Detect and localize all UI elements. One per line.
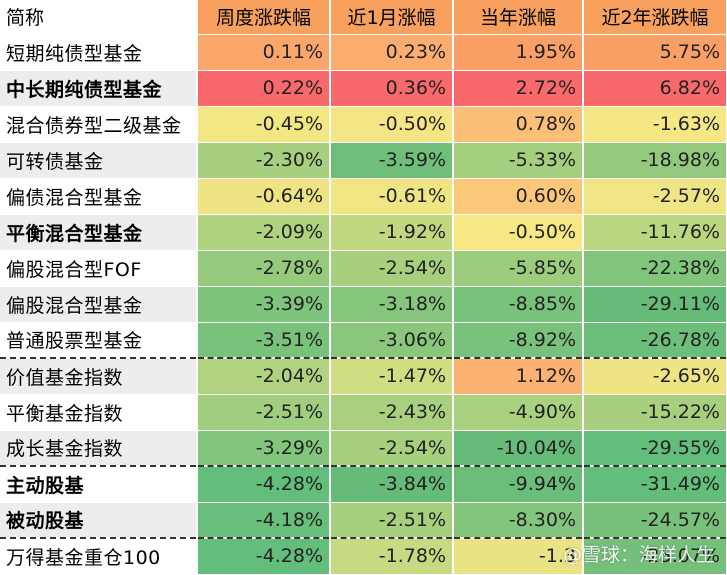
fund-name: 偏债混合型基金 — [0, 178, 198, 215]
value-cell: 0.78% — [453, 106, 584, 143]
value-cell: 0.36% — [330, 70, 454, 107]
value-cell: -29.55% — [583, 430, 727, 467]
value-cell: -3.51% — [197, 322, 331, 359]
fund-name: 混合债券型二级基金 — [0, 106, 198, 143]
value-cell: -8.85% — [453, 286, 584, 323]
value-cell: -2.78% — [197, 250, 331, 287]
value-cell: -0.50% — [453, 214, 584, 251]
value-cell: -2.54% — [330, 430, 454, 467]
fund-name: 万得基金重仓100 — [0, 537, 198, 575]
table-row: 价值基金指数 -2.04% -1.47% 1.12% -2.65% — [0, 357, 727, 395]
value-cell: -9.94% — [453, 465, 584, 503]
value-cell: 6.82% — [583, 70, 727, 107]
value-cell: -2.09% — [197, 214, 331, 251]
value-cell: -2.65% — [583, 357, 727, 395]
table-row: 成长基金指数 -3.29% -2.54% -10.04% -29.55% — [0, 430, 727, 467]
value-cell: -31.49% — [583, 465, 727, 503]
header-name: 简称 — [0, 0, 198, 35]
value-cell: -4.90% — [453, 394, 584, 431]
table-row: 万得基金重仓100 -4.28% -1.78% -1.3 -25.07% — [0, 537, 727, 575]
value-cell: -10.04% — [453, 430, 584, 467]
value-cell: -3.84% — [330, 465, 454, 503]
value-cell: 0.23% — [330, 34, 454, 71]
value-cell: 0.60% — [453, 178, 584, 215]
value-cell: -4.28% — [197, 465, 331, 503]
table-row: 偏股混合型基金 -3.39% -3.18% -8.85% -29.11% — [0, 286, 727, 323]
value-cell: -3.06% — [330, 322, 454, 359]
value-cell: -15.22% — [583, 394, 727, 431]
fund-name: 偏股混合型基金 — [0, 286, 198, 323]
value-cell: -0.64% — [197, 178, 331, 215]
value-cell: -3.18% — [330, 286, 454, 323]
value-cell: -2.51% — [197, 394, 331, 431]
fund-name: 平衡混合型基金 — [0, 214, 198, 251]
fund-name: 被动股基 — [0, 502, 198, 539]
value-cell: 5.75% — [583, 34, 727, 71]
value-cell: -1.63% — [583, 106, 727, 143]
fund-name: 偏股混合型FOF — [0, 250, 198, 287]
fund-name: 价值基金指数 — [0, 357, 198, 395]
value-cell: -8.92% — [453, 322, 584, 359]
table-row: 被动股基 -4.18% -2.51% -8.30% -24.57% — [0, 502, 727, 539]
value-cell: -26.78% — [583, 322, 727, 359]
fund-name: 中长期纯债型基金 — [0, 70, 198, 107]
value-cell: -22.38% — [583, 250, 727, 287]
table-row: 可转债基金 -2.30% -3.59% -5.33% -18.98% — [0, 142, 727, 179]
value-cell: -5.85% — [453, 250, 584, 287]
value-cell: -1.3 — [453, 537, 584, 575]
fund-name: 普通股票型基金 — [0, 322, 198, 359]
value-cell: -4.18% — [197, 502, 331, 539]
value-cell: -3.29% — [197, 430, 331, 467]
table-row: 主动股基 -4.28% -3.84% -9.94% -31.49% — [0, 465, 727, 503]
value-cell: -2.51% — [330, 502, 454, 539]
value-cell: -2.30% — [197, 142, 331, 179]
value-cell: -1.47% — [330, 357, 454, 395]
value-cell: -11.76% — [583, 214, 727, 251]
value-cell: -2.43% — [330, 394, 454, 431]
table-row: 平衡混合型基金 -2.09% -1.92% -0.50% -11.76% — [0, 214, 727, 251]
value-cell: 1.12% — [453, 357, 584, 395]
header-ytd: 当年涨幅 — [453, 0, 584, 35]
value-cell: -2.57% — [583, 178, 727, 215]
table-row: 短期纯债型基金 0.11% 0.23% 1.95% 5.75% — [0, 34, 727, 71]
value-cell: -8.30% — [453, 502, 584, 539]
value-cell: -24.57% — [583, 502, 727, 539]
value-cell: -29.11% — [583, 286, 727, 323]
table-row: 普通股票型基金 -3.51% -3.06% -8.92% -26.78% — [0, 322, 727, 359]
table-row: 中长期纯债型基金 0.22% 0.36% 2.72% 6.82% — [0, 70, 727, 107]
header-2y: 近2年涨跌幅 — [583, 0, 727, 35]
value-cell: -3.59% — [330, 142, 454, 179]
fund-name: 主动股基 — [0, 465, 198, 503]
fund-name: 可转债基金 — [0, 142, 198, 179]
header-week: 周度涨跌幅 — [197, 0, 331, 35]
table-body: 短期纯债型基金 0.11% 0.23% 1.95% 5.75% 中长期纯债型基金 0.22%… — [0, 34, 727, 575]
value-cell: -18.98% — [583, 142, 727, 179]
value-cell: -25.07% — [583, 537, 727, 575]
table-row: 混合债券型二级基金 -0.45% -0.50% 0.78% -1.63% — [0, 106, 727, 143]
fund-name: 短期纯债型基金 — [0, 34, 198, 71]
value-cell: 0.22% — [197, 70, 331, 107]
value-cell: -0.50% — [330, 106, 454, 143]
table-row: 平衡基金指数 -2.51% -2.43% -4.90% -15.22% — [0, 394, 727, 431]
value-cell: -1.92% — [330, 214, 454, 251]
header-month: 近1月涨幅 — [330, 0, 454, 35]
table-row: 偏债混合型基金 -0.64% -0.61% 0.60% -2.57% — [0, 178, 727, 215]
value-cell: 0.11% — [197, 34, 331, 71]
value-cell: -0.45% — [197, 106, 331, 143]
value-cell: -0.61% — [330, 178, 454, 215]
value-cell: -2.54% — [330, 250, 454, 287]
value-cell: -4.28% — [197, 537, 331, 575]
header-row: 简称 周度涨跌幅 近1月涨幅 当年涨幅 近2年涨跌幅 — [0, 0, 727, 35]
table-row: 偏股混合型FOF -2.78% -2.54% -5.85% -22.38% — [0, 250, 727, 287]
fund-name: 平衡基金指数 — [0, 394, 198, 431]
value-cell: -2.04% — [197, 357, 331, 395]
fund-name: 成长基金指数 — [0, 430, 198, 467]
value-cell: 1.95% — [453, 34, 584, 71]
value-cell: -1.78% — [330, 537, 454, 575]
value-cell: 2.72% — [453, 70, 584, 107]
value-cell: -3.39% — [197, 286, 331, 323]
value-cell: -5.33% — [453, 142, 584, 179]
